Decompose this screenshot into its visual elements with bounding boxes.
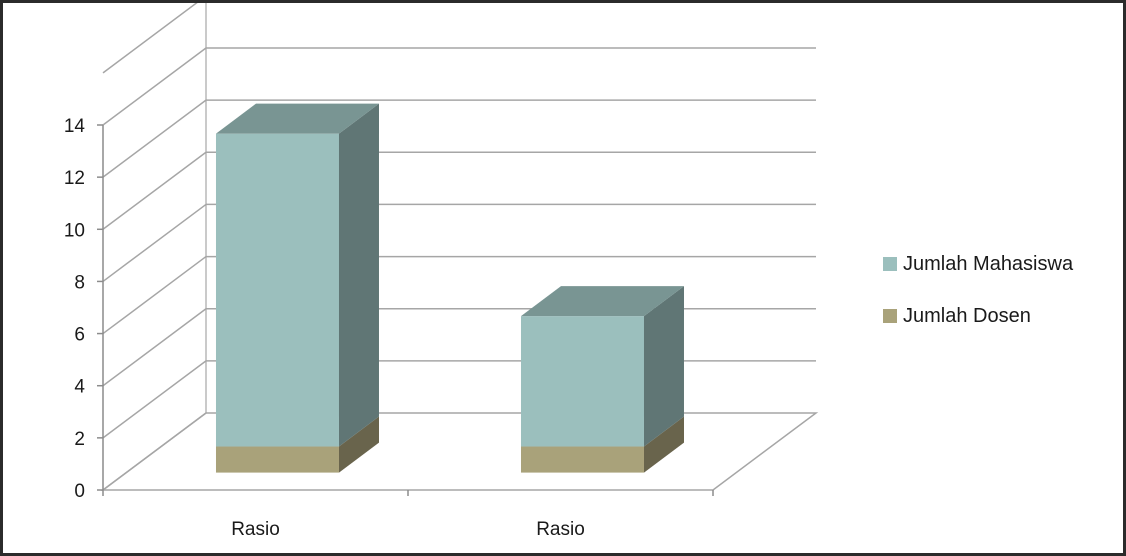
- bar-side-mahasiswa: [643, 286, 684, 447]
- x-category-label: Rasio: [231, 519, 280, 540]
- gridline-side: [102, 308, 207, 387]
- y-tick-label: 6: [74, 325, 85, 346]
- legend: Jumlah Mahasiswa Jumlah Dosen: [883, 249, 1073, 353]
- bars: [215, 103, 684, 473]
- bar-front-dosen: [520, 446, 644, 473]
- legend-swatch-mahasiswa: [883, 257, 897, 271]
- x-category-label: Rasio: [536, 519, 585, 540]
- gridline-side: [102, 203, 207, 283]
- gridline-side: [102, 412, 207, 491]
- gridline-side: [102, 47, 207, 126]
- y-tick-label: 14: [64, 116, 86, 137]
- bar-top-mahasiswa: [520, 286, 684, 317]
- y-axis: [97, 124, 714, 496]
- legend-item-dosen: Jumlah Dosen: [883, 301, 1073, 331]
- floor: [100, 412, 819, 491]
- bar-side-dosen: [338, 416, 379, 473]
- y-tick-label: 2: [74, 429, 85, 450]
- bar-side-mahasiswa: [338, 103, 379, 447]
- y-tick-labels: 0 2 4 6 8 10 12 14: [64, 116, 86, 502]
- bar-top-mahasiswa: [215, 103, 379, 134]
- gridline-side: [102, 99, 207, 178]
- legend-swatch-dosen: [883, 309, 897, 323]
- legend-label-dosen: Jumlah Dosen: [903, 304, 1031, 327]
- gridline-side: [102, 151, 207, 230]
- gridline-side: [102, 3, 198, 74]
- chart-plot: 0 2 4 6 8 10 12 14 Rasio Rasio: [64, 3, 819, 540]
- legend-item-mahasiswa: Jumlah Mahasiswa: [883, 249, 1073, 279]
- y-tick-label: 12: [64, 168, 85, 189]
- bar-front-dosen: [215, 446, 339, 473]
- gridlines: [102, 3, 816, 491]
- legend-label-mahasiswa: Jumlah Mahasiswa: [903, 252, 1074, 275]
- gridline-side: [102, 255, 207, 335]
- y-tick-label: 8: [74, 272, 85, 293]
- y-tick-label: 4: [74, 377, 85, 398]
- bar-front-mahasiswa: [215, 133, 339, 447]
- y-tick-label: 0: [74, 481, 85, 502]
- bar-front-mahasiswa: [520, 316, 644, 447]
- plot-walls: [100, 3, 819, 491]
- y-tick-label: 10: [64, 220, 85, 241]
- x-tick-labels: Rasio Rasio: [231, 519, 585, 540]
- gridline-side: [102, 360, 207, 439]
- bar-side-dosen: [643, 416, 684, 473]
